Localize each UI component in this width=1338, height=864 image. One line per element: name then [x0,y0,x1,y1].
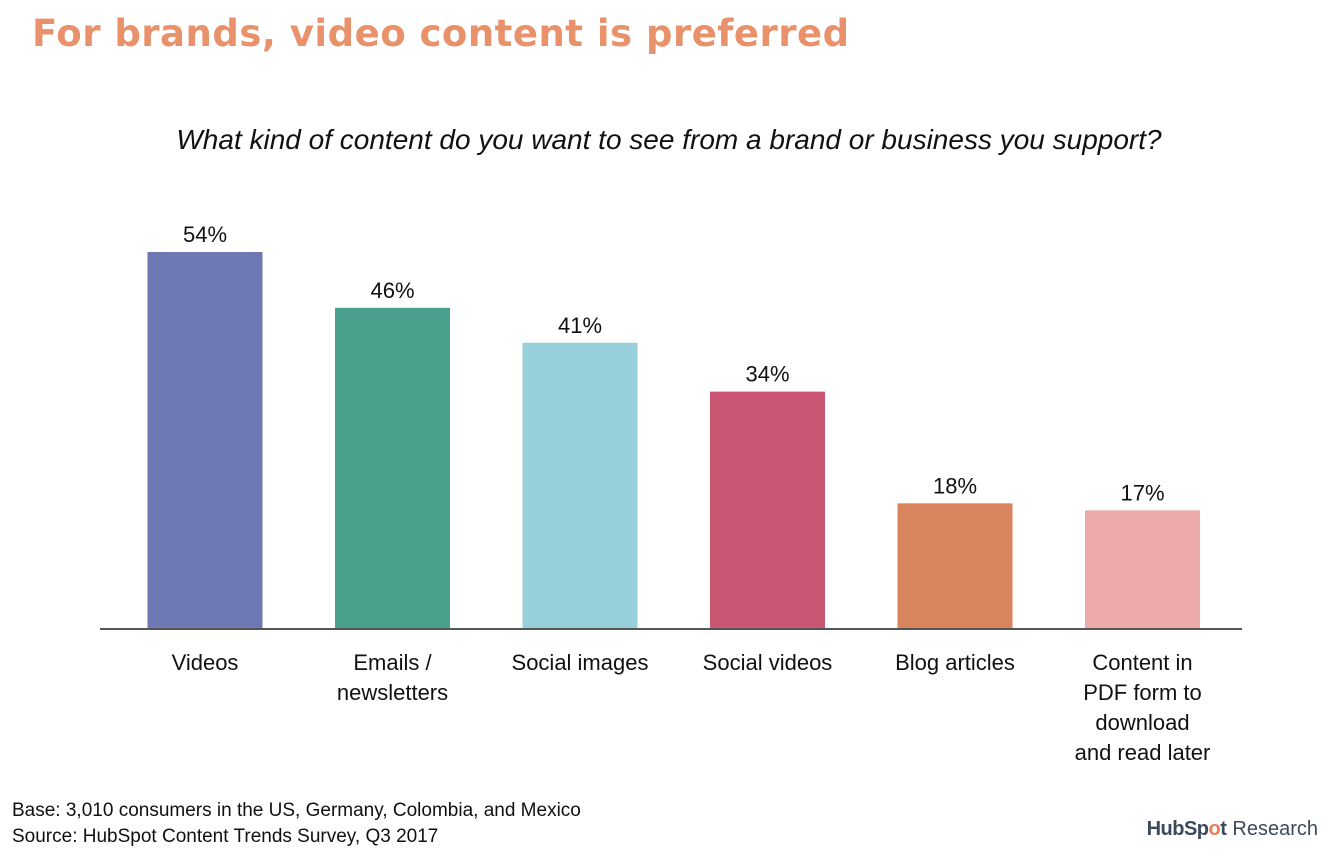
category-label-5: Blog articles [895,650,1015,675]
category-label-line: Social videos [703,650,833,675]
category-label-3: Social images [512,650,649,675]
source-note: Source: HubSpot Content Trends Survey, Q… [12,826,439,847]
bar-chart: 54% 46% 41% 34% 18% 17% Videos Emails / newslet… [100,222,1242,765]
category-label-4: Social videos [703,650,833,675]
chart-question: What kind of content do you want to see … [176,124,1162,155]
headline: For brands, video content is preferred [32,12,850,55]
category-label-line: Social images [512,650,649,675]
category-label-line: newsletters [337,680,448,705]
bar-value-label-3: 41% [558,313,602,338]
category-label-1: Videos [172,650,239,675]
category-label-line: Videos [172,650,239,675]
category-label-line: PDF form to [1083,680,1202,705]
category-label-line: Blog articles [895,650,1015,675]
category-label-6: Content in PDF form to download and read la… [1075,650,1211,765]
bar-5 [897,503,1013,629]
category-label-line: Content in [1092,650,1192,675]
brand-logo: HubSpot Research [1147,818,1318,841]
hubspot-sprocket-icon: o [1208,818,1221,840]
bar-value-label-2: 46% [370,278,414,303]
value-labels-group: 54% 46% 41% 34% 18% 17% [183,222,1165,505]
bar-value-label-4: 34% [745,362,789,387]
bar-value-label-1: 54% [183,222,227,247]
research-label: Research [1232,818,1318,840]
bar-6 [1085,510,1200,629]
hubspot-logo: HubSpot [1147,818,1227,841]
category-label-line: and read later [1075,740,1211,765]
bar-value-label-6: 17% [1120,480,1164,505]
bar-2 [335,307,450,629]
bar-value-label-5: 18% [933,473,977,498]
bar-4 [710,391,825,629]
hubspot-logo-part: HubSp [1146,818,1209,840]
base-note: Base: 3,010 consumers in the US, Germany… [12,800,581,821]
category-label-line: Emails / [353,650,432,675]
category-label-2: Emails / newsletters [337,650,448,705]
bar-1 [147,252,263,629]
category-labels-group: Videos Emails / newsletters Social images So… [172,650,1211,765]
category-label-line: download [1095,710,1189,735]
hubspot-logo-part: t [1220,818,1227,840]
bars-group [147,252,1200,629]
bar-3 [522,342,638,629]
